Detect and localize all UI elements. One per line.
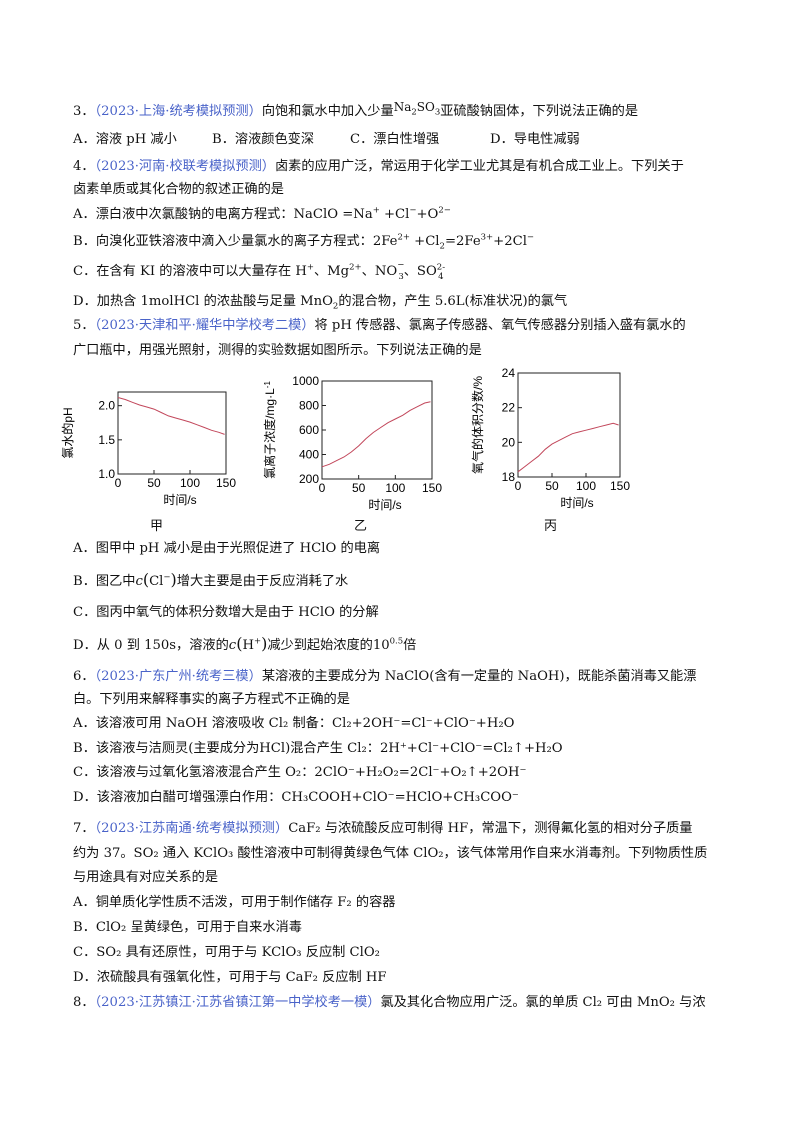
chart-caption-jia: 甲: [150, 519, 164, 534]
chart-bing: 0 50 100 150 18 20 22 24 时间/s 氧气的体积分数/%: [470, 365, 650, 524]
q7-option-b: B．ClO₂ 呈黄绿色，可用于自来水消毒: [73, 920, 302, 935]
q7-source[interactable]: （2023·江苏南通·统考模拟预测）: [94, 821, 289, 836]
x-tick-label: 100: [180, 476, 200, 490]
plot-frame: [517, 372, 621, 478]
y-axis-label: 氯水的pH: [60, 407, 75, 458]
q4-stem: 4．（2023·河南·校联考模拟预测）卤素的应用广泛，常运用于化学工业尤其是有机…: [73, 159, 684, 174]
chart-bing-svg: 0 50 100 150 18 20 22 24 时间/s 氧气的体积分数/%: [470, 366, 630, 510]
x-tick-label: 100: [576, 479, 596, 493]
x-tick-label: 50: [545, 479, 559, 493]
x-tick-label: 0: [515, 479, 522, 493]
q4-option-c: C．在含有 KI 的溶液中可以大量存在 H+、Mg2+、NO−3、SO2-4: [73, 259, 446, 282]
q7-stem-cont: 约为 37。SO₂ 通入 KClO₃ 酸性溶液中可制得黄绿色气体 ClO₂，该气…: [73, 846, 708, 861]
x-tick-label: 0: [319, 481, 326, 495]
q6-stem-cont: 白。下列用来解释事实的离子方程式不正确的是: [73, 692, 350, 707]
y-tick-label: 800: [299, 399, 319, 413]
x-axis-label: 时间/s: [560, 496, 593, 510]
chart-jia-svg: 0 50 100 150 1.0 1.5 2.0 时间/s 氯水的pH: [60, 391, 236, 507]
chart-caption-yi: 乙: [354, 519, 368, 534]
series-line: [117, 397, 225, 435]
x-tick-label: 150: [422, 481, 442, 495]
x-tick-label: 150: [216, 476, 236, 490]
q6-source[interactable]: （2023·广东广州·统考三模）: [94, 669, 262, 684]
q3-source[interactable]: （2023·上海·统考模拟预测）: [94, 104, 262, 119]
q5-option-b: B．图乙中c(Cl−)增大主要是由于反应消耗了水: [73, 570, 349, 589]
q7-option-a: A．铜单质化学性质不活泼，可用于制作储存 F₂ 的容器: [73, 895, 396, 910]
q4-option-a: A．漂白液中次氯酸钠的电离方程式：NaClO =Na+ +Cl−+O2−: [73, 205, 451, 222]
y-tick-label: 1000: [292, 374, 319, 388]
q3-formula: Na2SO3: [393, 100, 441, 118]
y-tick-label: 1.5: [98, 433, 115, 447]
q7-stem: 7．（2023·江苏南通·统考模拟预测）CaF₂ 与浓硫酸反应可制得 HF，常温…: [73, 821, 693, 836]
q3-option-a: A．溶液 pH 减小: [73, 132, 177, 147]
q5-option-d: D．从 0 到 150s，溶液的c(H+)减少到起始浓度的100.5倍: [73, 634, 417, 653]
q5-source[interactable]: （2023·天津和平·耀华中学校考二模）: [94, 318, 315, 333]
chart-yi: 0 50 100 150 200 400 600 800 1000 时间/s 氯离子浓度/mg·L-…: [262, 365, 447, 524]
q5-option-a: A．图甲中 pH 减小是由于光照促进了 HClO 的电离: [73, 541, 381, 556]
plot-frame: [117, 391, 227, 475]
q3-stem: 3．（2023·上海·统考模拟预测）向饱和氯水中加入少量Na2SO3亚硫酸钠固体…: [73, 100, 639, 119]
x-axis-label: 时间/s: [163, 493, 196, 507]
x-tick-label: 150: [610, 479, 630, 493]
chart-jia: 0 50 100 150 1.0 1.5 2.0 时间/s 氯水的pH: [60, 370, 240, 519]
q5-stem: 5．（2023·天津和平·耀华中学校考二模）将 pH 传感器、氯离子传感器、氧气…: [73, 318, 686, 333]
y-tick-label: 400: [299, 448, 319, 462]
q6-stem: 6．（2023·广东广州·统考三模）某溶液的主要成分为 NaClO(含有一定量的…: [73, 669, 697, 684]
y-tick-label: 22: [502, 401, 516, 415]
y-axis-label: 氯离子浓度/mg·L-1: [262, 381, 277, 479]
q7-option-c: C．SO₂ 具有还原性，可用于与 KClO₃ 反应制 ClO₂: [73, 945, 380, 960]
q3-option-d: D．导电性减弱: [490, 132, 580, 147]
y-tick-label: 2.0: [98, 399, 115, 413]
x-tick-label: 50: [352, 481, 366, 495]
q4-option-d: D．加热含 1molHCl 的浓盐酸与足量 MnO2的混合物，产生 5.6L(标…: [73, 294, 568, 312]
chart-caption-bing: 丙: [544, 519, 558, 534]
y-axis-label: 氧气的体积分数/%: [470, 376, 485, 474]
x-tick-label: 0: [115, 476, 122, 490]
q4-source[interactable]: （2023·河南·校联考模拟预测）: [94, 159, 275, 174]
q6-option-b: B．该溶液与洁厕灵(主要成分为HCl)混合产生 Cl₂：2H⁺+Cl⁻+ClO⁻…: [73, 741, 563, 756]
q7-option-d: D．浓硫酸具有强氧化性，可用于与 CaF₂ 反应制 HF: [73, 970, 387, 985]
q4-stem-cont: 卤素单质或其化合物的叙述正确的是: [73, 182, 284, 197]
q3-option-b: B．溶液颜色变深: [212, 132, 315, 147]
y-tick-label: 24: [502, 366, 516, 380]
q8-source[interactable]: （2023·江苏镇江·江苏省镇江第一中学校考一模）: [94, 995, 381, 1010]
q3-option-c: C．漂白性增强: [350, 132, 440, 147]
q5-option-c: C．图丙中氧气的体积分数增大是由于 HClO 的分解: [73, 605, 379, 620]
q5-stem-cont: 广口瓶中，用强光照射，测得的实验数据如图所示。下列说法正确的是: [73, 343, 482, 358]
y-tick-label: 20: [502, 435, 516, 449]
q4-option-b: B．向溴化亚铁溶液中滴入少量氯水的离子方程式：2Fe2+ +Cl2=2Fe3++…: [73, 232, 535, 252]
q8-stem: 8．（2023·江苏镇江·江苏省镇江第一中学校考一模）氯及其化合物应用广泛。氯的…: [73, 995, 706, 1010]
q6-option-a: A．该溶液可用 NaOH 溶液吸收 Cl₂ 制备：Cl₂+2OH⁻=Cl⁻+Cl…: [73, 716, 515, 731]
x-axis-label: 时间/s: [368, 498, 401, 512]
q6-option-d: D．该溶液加白醋可增强漂白作用：CH₃COOH+ClO⁻=HClO+CH₃COO…: [73, 790, 519, 805]
y-tick-label: 18: [502, 470, 516, 484]
y-tick-label: 600: [299, 423, 319, 437]
x-tick-label: 50: [147, 476, 161, 490]
chart-yi-svg: 0 50 100 150 200 400 600 800 1000 时间/s 氯离子浓度/mg·L-…: [262, 374, 442, 512]
series-line: [321, 401, 431, 468]
series-line: [517, 422, 619, 473]
q7-stem-cont2: 与用途具有对应关系的是: [73, 870, 219, 885]
q6-option-c: C．该溶液与过氧化氢溶液混合产生 O₂：2ClO⁻+H₂O₂=2Cl⁻+O₂↑+…: [73, 765, 527, 780]
x-tick-label: 100: [385, 481, 405, 495]
y-tick-label: 1.0: [98, 467, 115, 481]
y-tick-label: 200: [299, 472, 319, 486]
